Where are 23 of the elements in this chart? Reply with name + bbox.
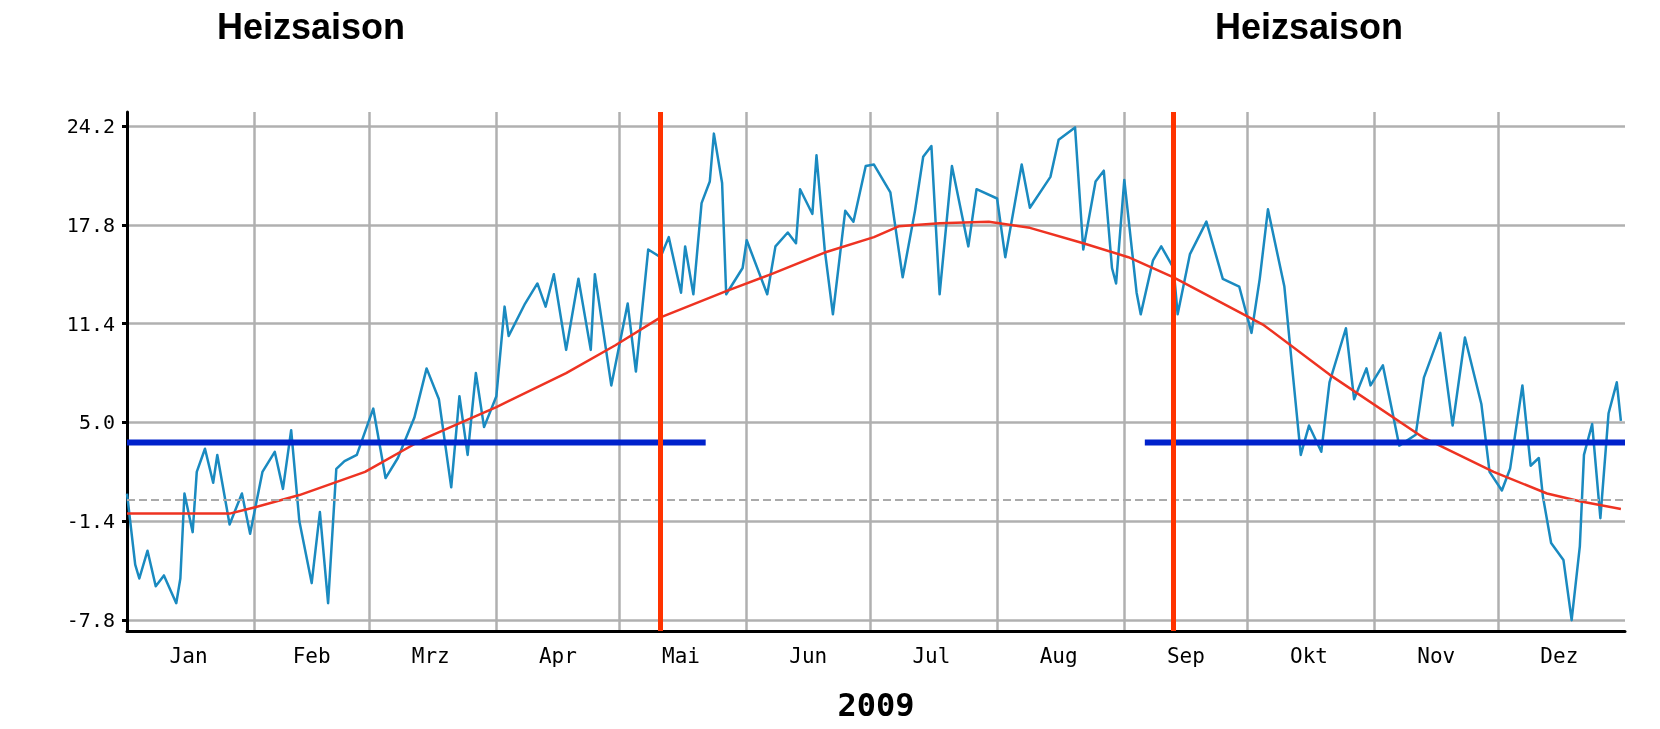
x-axis-title: 2009 (837, 686, 915, 724)
text: Heizsaison (217, 5, 406, 47)
text: Heizsaison (1215, 5, 1404, 47)
x-tick-label: Jan (169, 643, 208, 668)
x-tick-label: Aug (1039, 643, 1078, 668)
line-series (125, 126, 1623, 622)
x-tick-label: Jun (789, 643, 828, 668)
y-tick-label: -1.4 (66, 509, 115, 534)
x-tick-label: Mrz (411, 643, 450, 668)
y-tick-label: 17.8 (66, 212, 115, 237)
y-tick-label: -7.8 (66, 608, 115, 633)
y-tick-label: 11.4 (66, 311, 115, 336)
y-tick-label: 5.0 (78, 410, 115, 435)
x-tick-label: Feb (292, 643, 331, 668)
x-tick-label: Dez (1540, 643, 1579, 668)
x-tick-label: Apr (538, 643, 577, 668)
x-tick-label: Nov (1417, 643, 1456, 668)
y-tick-label: 24.2 (66, 113, 115, 138)
line-series (125, 220, 1623, 515)
x-tick-label: Sep (1166, 643, 1205, 668)
x-tick-label: Jul (912, 643, 951, 668)
x-tick-label: Okt (1290, 643, 1328, 668)
x-tick-label: Mai (662, 643, 701, 668)
